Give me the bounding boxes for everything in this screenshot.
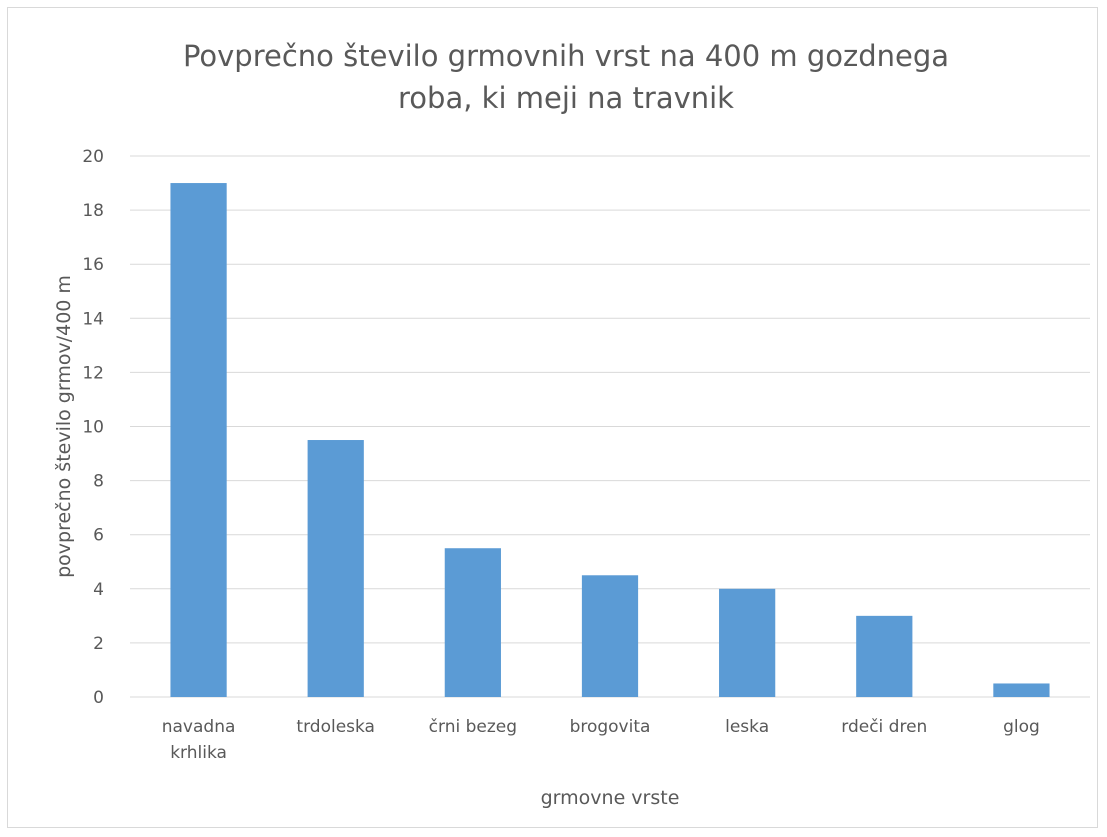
x-tick-label: krhlika xyxy=(170,743,227,763)
y-tick-label: 6 xyxy=(93,526,104,546)
x-axis-title: grmovne vrste xyxy=(541,787,680,809)
bar xyxy=(719,588,776,697)
y-tick-label: 20 xyxy=(82,147,104,167)
bar xyxy=(993,683,1050,697)
bars xyxy=(170,183,1050,698)
bar xyxy=(444,548,501,697)
y-tick-label: 18 xyxy=(82,201,104,221)
y-tick-label: 2 xyxy=(93,634,104,654)
y-tick-label: 8 xyxy=(93,472,104,492)
gridlines xyxy=(130,155,1090,698)
bar xyxy=(581,575,639,697)
y-tick-label: 12 xyxy=(82,363,104,383)
y-tick-label: 0 xyxy=(93,688,104,708)
x-tick-label: brogovita xyxy=(570,717,651,737)
bar xyxy=(307,440,364,697)
y-tick-label: 10 xyxy=(82,418,104,438)
x-tick-label: črni bezeg xyxy=(429,717,517,737)
y-axis-ticks: 0 2 4 6 8 10 12 14 16 18 20 xyxy=(82,147,104,708)
y-tick-label: 14 xyxy=(82,309,104,329)
chart-title: Povprečno število grmovnih vrst na 400 m… xyxy=(183,39,949,115)
y-axis-title: povprečno število grmov/400 m xyxy=(53,275,75,578)
x-tick-label: rdeči dren xyxy=(841,717,927,737)
chart-title-line-2: roba, ki meji na travnik xyxy=(398,81,734,115)
x-tick-label: glog xyxy=(1003,717,1040,737)
x-tick-label: navadna xyxy=(162,717,236,737)
x-tick-label: trdoleska xyxy=(296,717,375,737)
chart-title-line-1: Povprečno število grmovnih vrst na 400 m… xyxy=(183,39,949,73)
bar xyxy=(856,615,913,697)
bar xyxy=(170,183,227,698)
y-tick-label: 4 xyxy=(93,580,104,600)
x-tick-label: leska xyxy=(725,717,769,737)
y-tick-label: 16 xyxy=(82,255,104,275)
x-axis-ticks: navadna krhlika trdoleska črni bezeg brogovi… xyxy=(162,717,1040,763)
